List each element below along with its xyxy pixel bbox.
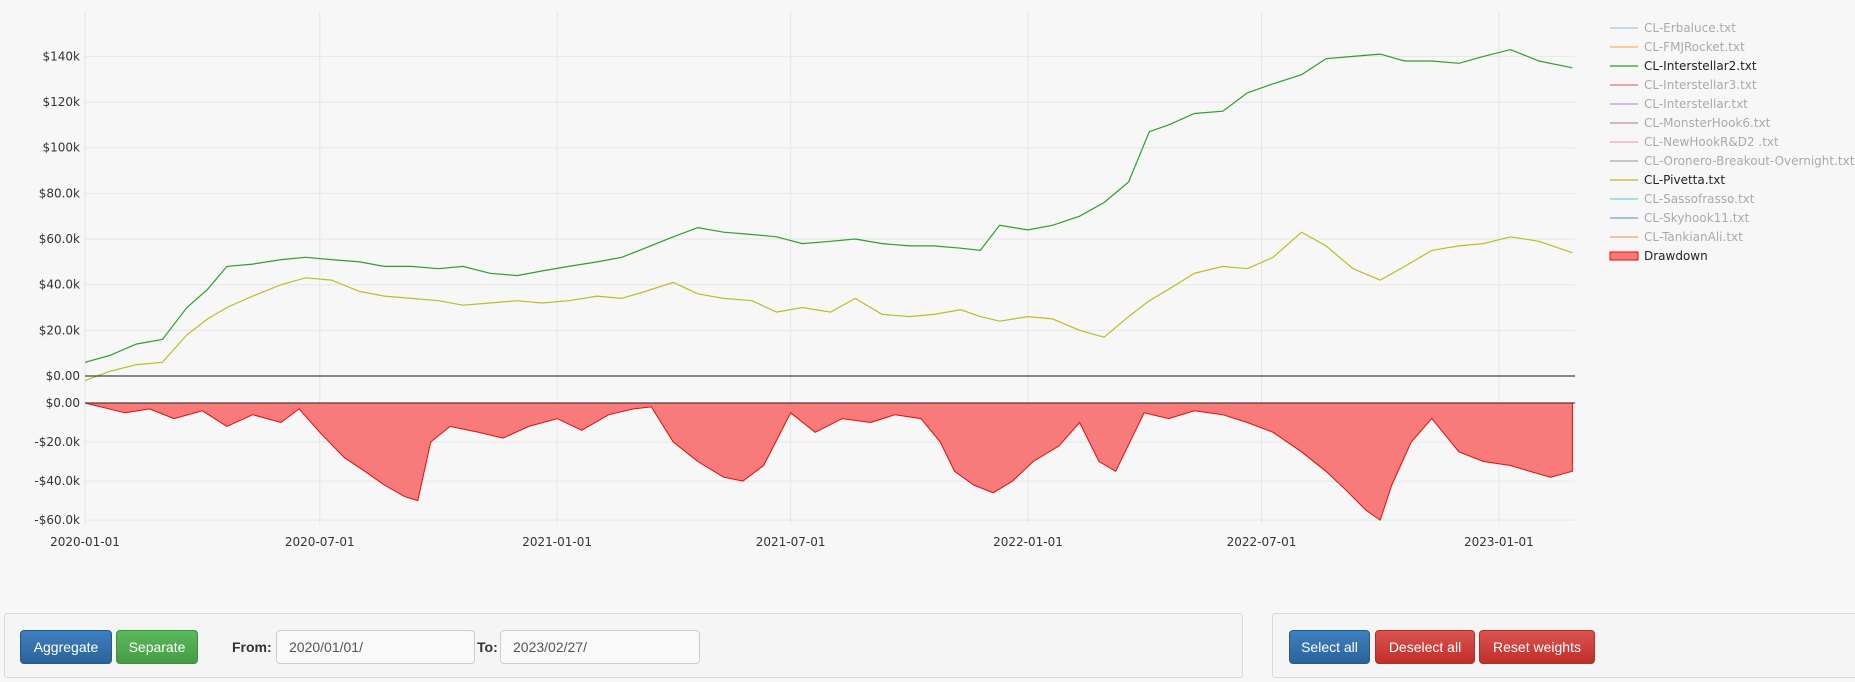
x-tick-label: 2020-01-01 <box>50 535 120 549</box>
legend-entry-label[interactable]: CL-Erbaluce.txt <box>1644 21 1736 35</box>
equity-lines <box>84 48 1573 382</box>
drawdown-y-tick-label: -$40.0k <box>34 474 80 488</box>
equity-y-tick-label: $40.0k <box>39 278 80 292</box>
x-tick-label: 2023-01-01 <box>1464 535 1534 549</box>
to-label: To: <box>477 639 498 655</box>
drawdown-y-tick-label: -$60.0k <box>34 513 80 527</box>
drawdown-series <box>84 402 1573 521</box>
legend: CL-Erbaluce.txt CL-FMJRocket.txt CL-Inters… <box>1609 21 1855 263</box>
legend-entry-label[interactable]: CL-TankianAli.txt <box>1644 230 1743 244</box>
equity-y-axis: $0.00 $20.0k $40.0k $60.0k $80.0k $100k $120k $… <box>39 49 80 383</box>
drawdown-area <box>84 402 1573 521</box>
x-tick-label: 2022-01-01 <box>993 535 1063 549</box>
from-label: From: <box>232 639 272 655</box>
legend-entry-label[interactable]: CL-Skyhook11.txt <box>1644 211 1750 225</box>
axis-lines <box>85 375 1575 404</box>
legend-entry-label[interactable]: CL-NewHookR&D2 .txt <box>1644 135 1779 149</box>
legend-swatch-drawdown <box>1609 251 1639 261</box>
legend-entry-label[interactable]: CL-Oronero-Breakout-Overnight.txt <box>1644 154 1855 168</box>
equity-y-tick-label: $80.0k <box>39 186 80 200</box>
selection-control-panel: Select all Deselect all Reset weights <box>1272 613 1855 678</box>
equity-y-tick-label: $20.0k <box>39 323 80 337</box>
equity-y-tick-label: $0.00 <box>46 369 80 383</box>
reset-weights-button[interactable]: Reset weights <box>1479 630 1595 664</box>
equity-y-tick-label: $100k <box>43 141 81 155</box>
range-control-panel: Aggregate Separate From: To: <box>4 613 1243 678</box>
legend-entry-label[interactable]: CL-FMJRocket.txt <box>1644 40 1745 54</box>
x-tick-label: 2020-07-01 <box>285 535 355 549</box>
drawdown-y-tick-label: $0.00 <box>46 396 80 410</box>
aggregate-button[interactable]: Aggregate <box>20 630 112 664</box>
legend-entry-label[interactable]: Drawdown <box>1644 249 1708 263</box>
x-tick-label: 2021-01-01 <box>522 535 592 549</box>
series-line-cl-interstellar2-txt <box>84 48 1573 363</box>
series-line-cl-pivetta-txt <box>84 231 1573 382</box>
deselect-all-button[interactable]: Deselect all <box>1375 630 1475 664</box>
legend-entry-label[interactable]: CL-Sassofrasso.txt <box>1644 192 1755 206</box>
equity-y-tick-label: $120k <box>43 95 81 109</box>
legend-entry-label[interactable]: CL-Pivetta.txt <box>1644 173 1725 187</box>
drawdown-y-axis: $0.00 -$20.0k -$40.0k -$60.0k <box>34 396 80 527</box>
select-all-button[interactable]: Select all <box>1289 630 1370 664</box>
x-tick-label: 2022-07-01 <box>1227 535 1297 549</box>
legend-entry-label[interactable]: CL-MonsterHook6.txt <box>1644 116 1771 130</box>
legend-entry-label[interactable]: CL-Interstellar3.txt <box>1644 78 1757 92</box>
from-date-input[interactable] <box>276 630 475 664</box>
x-axis: 2020-01-01 2020-07-01 2021-01-01 2021-07-01… <box>50 535 1534 549</box>
drawdown-y-tick-label: -$20.0k <box>34 435 80 449</box>
equity-y-tick-label: $60.0k <box>39 232 80 246</box>
legend-entry-label[interactable]: CL-Interstellar.txt <box>1644 97 1748 111</box>
separate-button[interactable]: Separate <box>116 630 198 664</box>
equity-y-tick-label: $140k <box>43 49 81 63</box>
legend-entry-label[interactable]: CL-Interstellar2.txt <box>1644 59 1757 73</box>
x-tick-label: 2021-07-01 <box>756 535 826 549</box>
equity-drawdown-chart: $0.00 $20.0k $40.0k $60.0k $80.0k $100k $120k $… <box>34 12 1855 549</box>
to-date-input[interactable] <box>500 630 700 664</box>
